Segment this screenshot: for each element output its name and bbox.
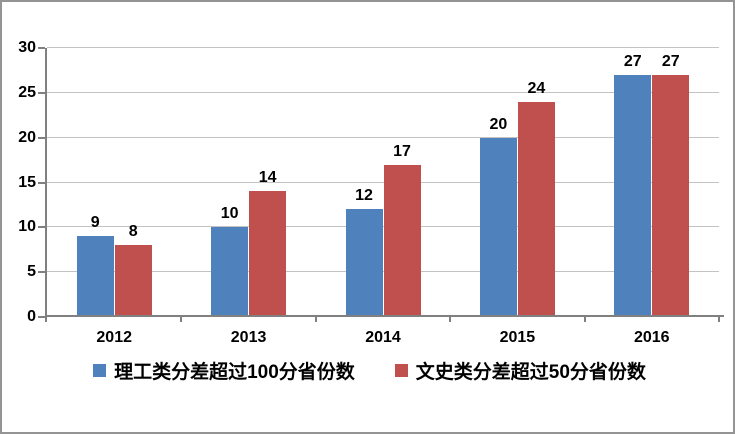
bar-science-2013	[211, 227, 249, 315]
y-axis-label: 10	[18, 218, 36, 236]
legend: 理工类分差超过100分省份数 文史类分差超过50分省份数	[2, 357, 733, 384]
gridline	[47, 181, 719, 183]
gridline	[47, 271, 719, 273]
x-axis-label: 2013	[230, 329, 267, 346]
bar-science-2014	[345, 209, 383, 315]
x-axis-label: 2015	[499, 329, 536, 346]
bar-science-2016	[614, 74, 652, 315]
x-axis-tick	[449, 317, 452, 322]
y-axis-tick	[38, 47, 45, 49]
legend-swatch-red	[394, 364, 408, 377]
y-axis-tick	[38, 91, 45, 94]
x-axis-tick	[180, 317, 183, 322]
x-axis-tick	[718, 317, 720, 322]
y-axis-tick	[38, 271, 45, 274]
legend-item-liberal-arts: 文史类分差超过50分省份数	[394, 357, 646, 384]
data-label: 27	[661, 52, 680, 70]
y-axis-label: 20	[18, 128, 36, 146]
data-label: 27	[623, 52, 642, 70]
y-axis-label: 0	[27, 308, 36, 325]
bar-liberal-arts-2016	[652, 74, 690, 315]
y-axis-tick	[38, 181, 45, 184]
data-label: 14	[258, 169, 277, 187]
data-label: 9	[90, 214, 100, 232]
legend-label-science: 理工类分差超过100分省份数	[114, 362, 355, 383]
y-axis-line	[45, 48, 47, 317]
x-axis-label: 2016	[633, 329, 670, 346]
bar-science-2012	[76, 236, 114, 315]
y-axis-label: 5	[27, 263, 36, 281]
gridline	[47, 226, 719, 228]
legend-item-science: 理工类分差超过100分省份数	[93, 357, 355, 384]
data-label: 12	[355, 187, 373, 205]
y-axis-label: 25	[18, 83, 36, 101]
x-axis-tick	[45, 317, 47, 322]
data-label: 8	[128, 223, 138, 241]
plot-area: 0 5 10 15 20 25 30 2012 2013 2014 2015 2016 9 10 12 20 2…	[18, 40, 724, 346]
gridline	[47, 136, 719, 138]
x-axis-label: 2014	[365, 329, 401, 346]
legend-label-liberal-arts: 文史类分差超过50分省份数	[415, 362, 646, 383]
y-axis-tick	[38, 226, 45, 229]
bar-liberal-arts-2012	[114, 245, 152, 315]
bar-liberal-arts-2014	[383, 164, 421, 315]
gridline	[47, 91, 719, 93]
data-label: 24	[527, 79, 546, 97]
data-label: 17	[393, 142, 411, 160]
x-axis-line	[45, 315, 724, 317]
x-axis-label: 2012	[96, 329, 132, 346]
data-label: 20	[489, 115, 508, 133]
y-axis-tick	[38, 316, 45, 318]
x-axis-tick	[314, 317, 317, 322]
gridline	[47, 47, 719, 48]
data-label: 10	[220, 205, 239, 223]
bar-liberal-arts-2015	[517, 101, 555, 315]
y-axis-tick	[38, 136, 45, 139]
y-axis-label: 30	[18, 39, 36, 56]
x-axis-tick	[583, 317, 586, 322]
bar-liberal-arts-2013	[249, 191, 287, 315]
y-axis-label: 15	[18, 173, 36, 191]
bar-science-2015	[479, 137, 517, 315]
legend-swatch-blue	[93, 364, 107, 377]
